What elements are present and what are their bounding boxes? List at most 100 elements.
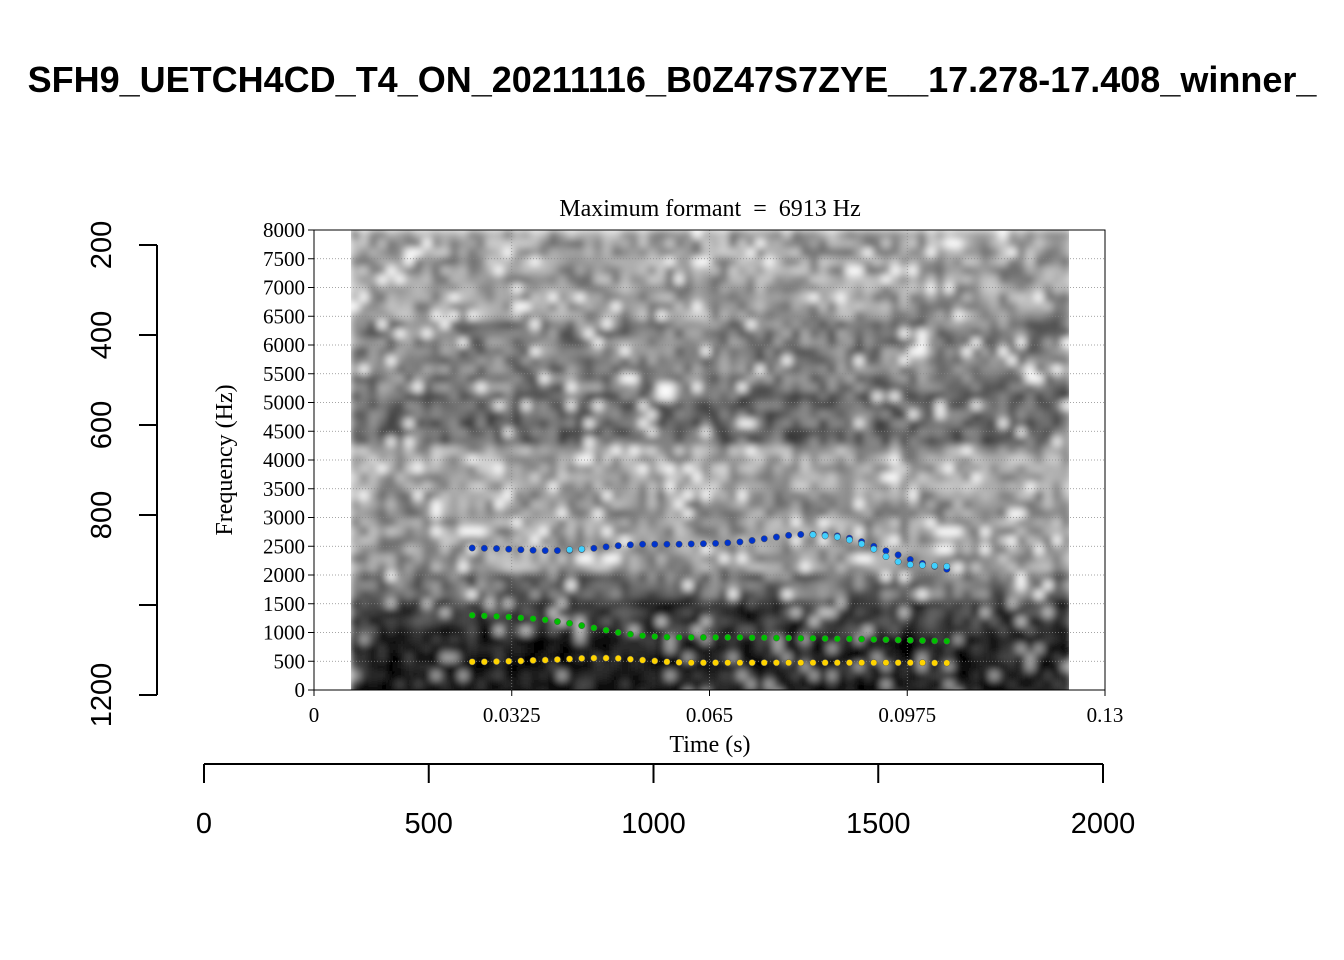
x-tick-label: 0.0325	[483, 703, 541, 727]
data-point	[919, 637, 926, 644]
outer-bottom-axis: 0 500 1000 1500 2000	[196, 763, 1136, 840]
data-point	[797, 531, 805, 538]
outer-left-tick-label: 200	[86, 221, 118, 269]
data-point	[760, 535, 768, 543]
data-point	[748, 634, 756, 642]
data-point	[919, 659, 926, 667]
data-point	[529, 656, 537, 664]
data-point	[675, 540, 683, 548]
data-point	[468, 658, 476, 666]
data-point	[699, 633, 707, 641]
formant-series-1	[468, 654, 951, 667]
y-tick-label: 2500	[263, 534, 305, 558]
data-point	[809, 634, 817, 642]
data-point	[578, 622, 586, 630]
data-point	[468, 611, 476, 619]
data-point	[845, 635, 853, 643]
data-point	[931, 562, 939, 570]
data-point	[493, 612, 500, 620]
data-point	[906, 561, 914, 569]
data-point	[602, 654, 610, 662]
data-point	[651, 657, 659, 665]
data-point	[845, 659, 853, 667]
data-point	[517, 614, 525, 622]
data-point	[809, 531, 817, 539]
y-tick-label: 4500	[263, 419, 305, 443]
data-point	[882, 636, 890, 644]
data-point	[614, 542, 622, 550]
outer-bottom-tick-label: 2000	[1071, 808, 1136, 840]
data-point	[748, 659, 756, 667]
data-point	[687, 540, 695, 548]
data-point	[626, 541, 634, 549]
data-point	[712, 659, 720, 667]
data-point	[797, 659, 805, 667]
data-point	[578, 654, 586, 662]
data-point	[614, 629, 622, 636]
data-point	[858, 659, 866, 667]
data-point	[906, 636, 914, 644]
x-tick-label: 0	[309, 703, 320, 727]
x-tick-label: 0.065	[686, 703, 733, 727]
data-point	[833, 635, 841, 643]
data-point	[858, 540, 866, 548]
data-point	[699, 659, 707, 667]
data-point	[614, 654, 622, 662]
y-tick-label: 5500	[263, 362, 305, 386]
formant-series-2	[468, 611, 951, 645]
y-tick-label: 5000	[263, 391, 305, 415]
data-point	[687, 633, 695, 641]
y-tick-label: 1000	[263, 621, 305, 645]
data-point	[675, 633, 683, 641]
data-point	[760, 659, 768, 667]
y-tick-label: 7500	[263, 247, 305, 271]
data-point	[760, 634, 768, 642]
data-point	[833, 659, 841, 667]
data-point	[602, 543, 610, 551]
data-point	[663, 633, 671, 641]
data-point	[797, 634, 805, 642]
outer-bottom-tick-label: 500	[405, 808, 453, 840]
data-point	[505, 545, 513, 553]
data-point	[553, 656, 561, 663]
data-point	[870, 659, 878, 667]
data-point	[894, 551, 902, 559]
data-point	[785, 531, 793, 539]
data-point	[736, 633, 744, 641]
data-point	[882, 547, 890, 555]
data-point	[882, 659, 890, 667]
data-point	[821, 532, 829, 540]
x-tick-label: 0.0975	[878, 703, 936, 727]
data-point	[639, 656, 647, 664]
y-tick-label: 0	[295, 678, 306, 702]
data-point	[663, 658, 671, 666]
data-point	[906, 659, 914, 667]
y-axis: 0 500 1000 1500 2000 2500 3000 3500 4000 4500 5000…	[263, 218, 314, 702]
data-point	[602, 626, 610, 634]
data-point	[931, 637, 939, 645]
data-point	[480, 612, 488, 620]
data-point	[590, 654, 598, 662]
y-tick-label: 6500	[263, 304, 305, 328]
data-point	[772, 533, 780, 541]
data-point	[699, 540, 707, 548]
y-tick-label: 8000	[263, 218, 305, 242]
data-point	[493, 545, 500, 552]
data-point	[809, 659, 817, 667]
data-point	[505, 613, 513, 621]
data-point	[894, 659, 902, 667]
outer-left-tick-label: 400	[86, 311, 118, 359]
data-point	[931, 659, 939, 667]
data-point	[785, 659, 793, 667]
outer-left-tick-label: 600	[86, 401, 118, 449]
outer-bottom-tick-label: 1500	[846, 808, 911, 840]
data-point	[845, 536, 853, 544]
y-tick-label: 2000	[263, 563, 305, 587]
data-point	[566, 546, 574, 554]
data-point	[772, 634, 780, 642]
data-point	[821, 659, 829, 667]
data-point	[833, 533, 841, 541]
data-point	[675, 658, 683, 666]
data-point	[505, 657, 513, 665]
data-point	[480, 658, 488, 666]
